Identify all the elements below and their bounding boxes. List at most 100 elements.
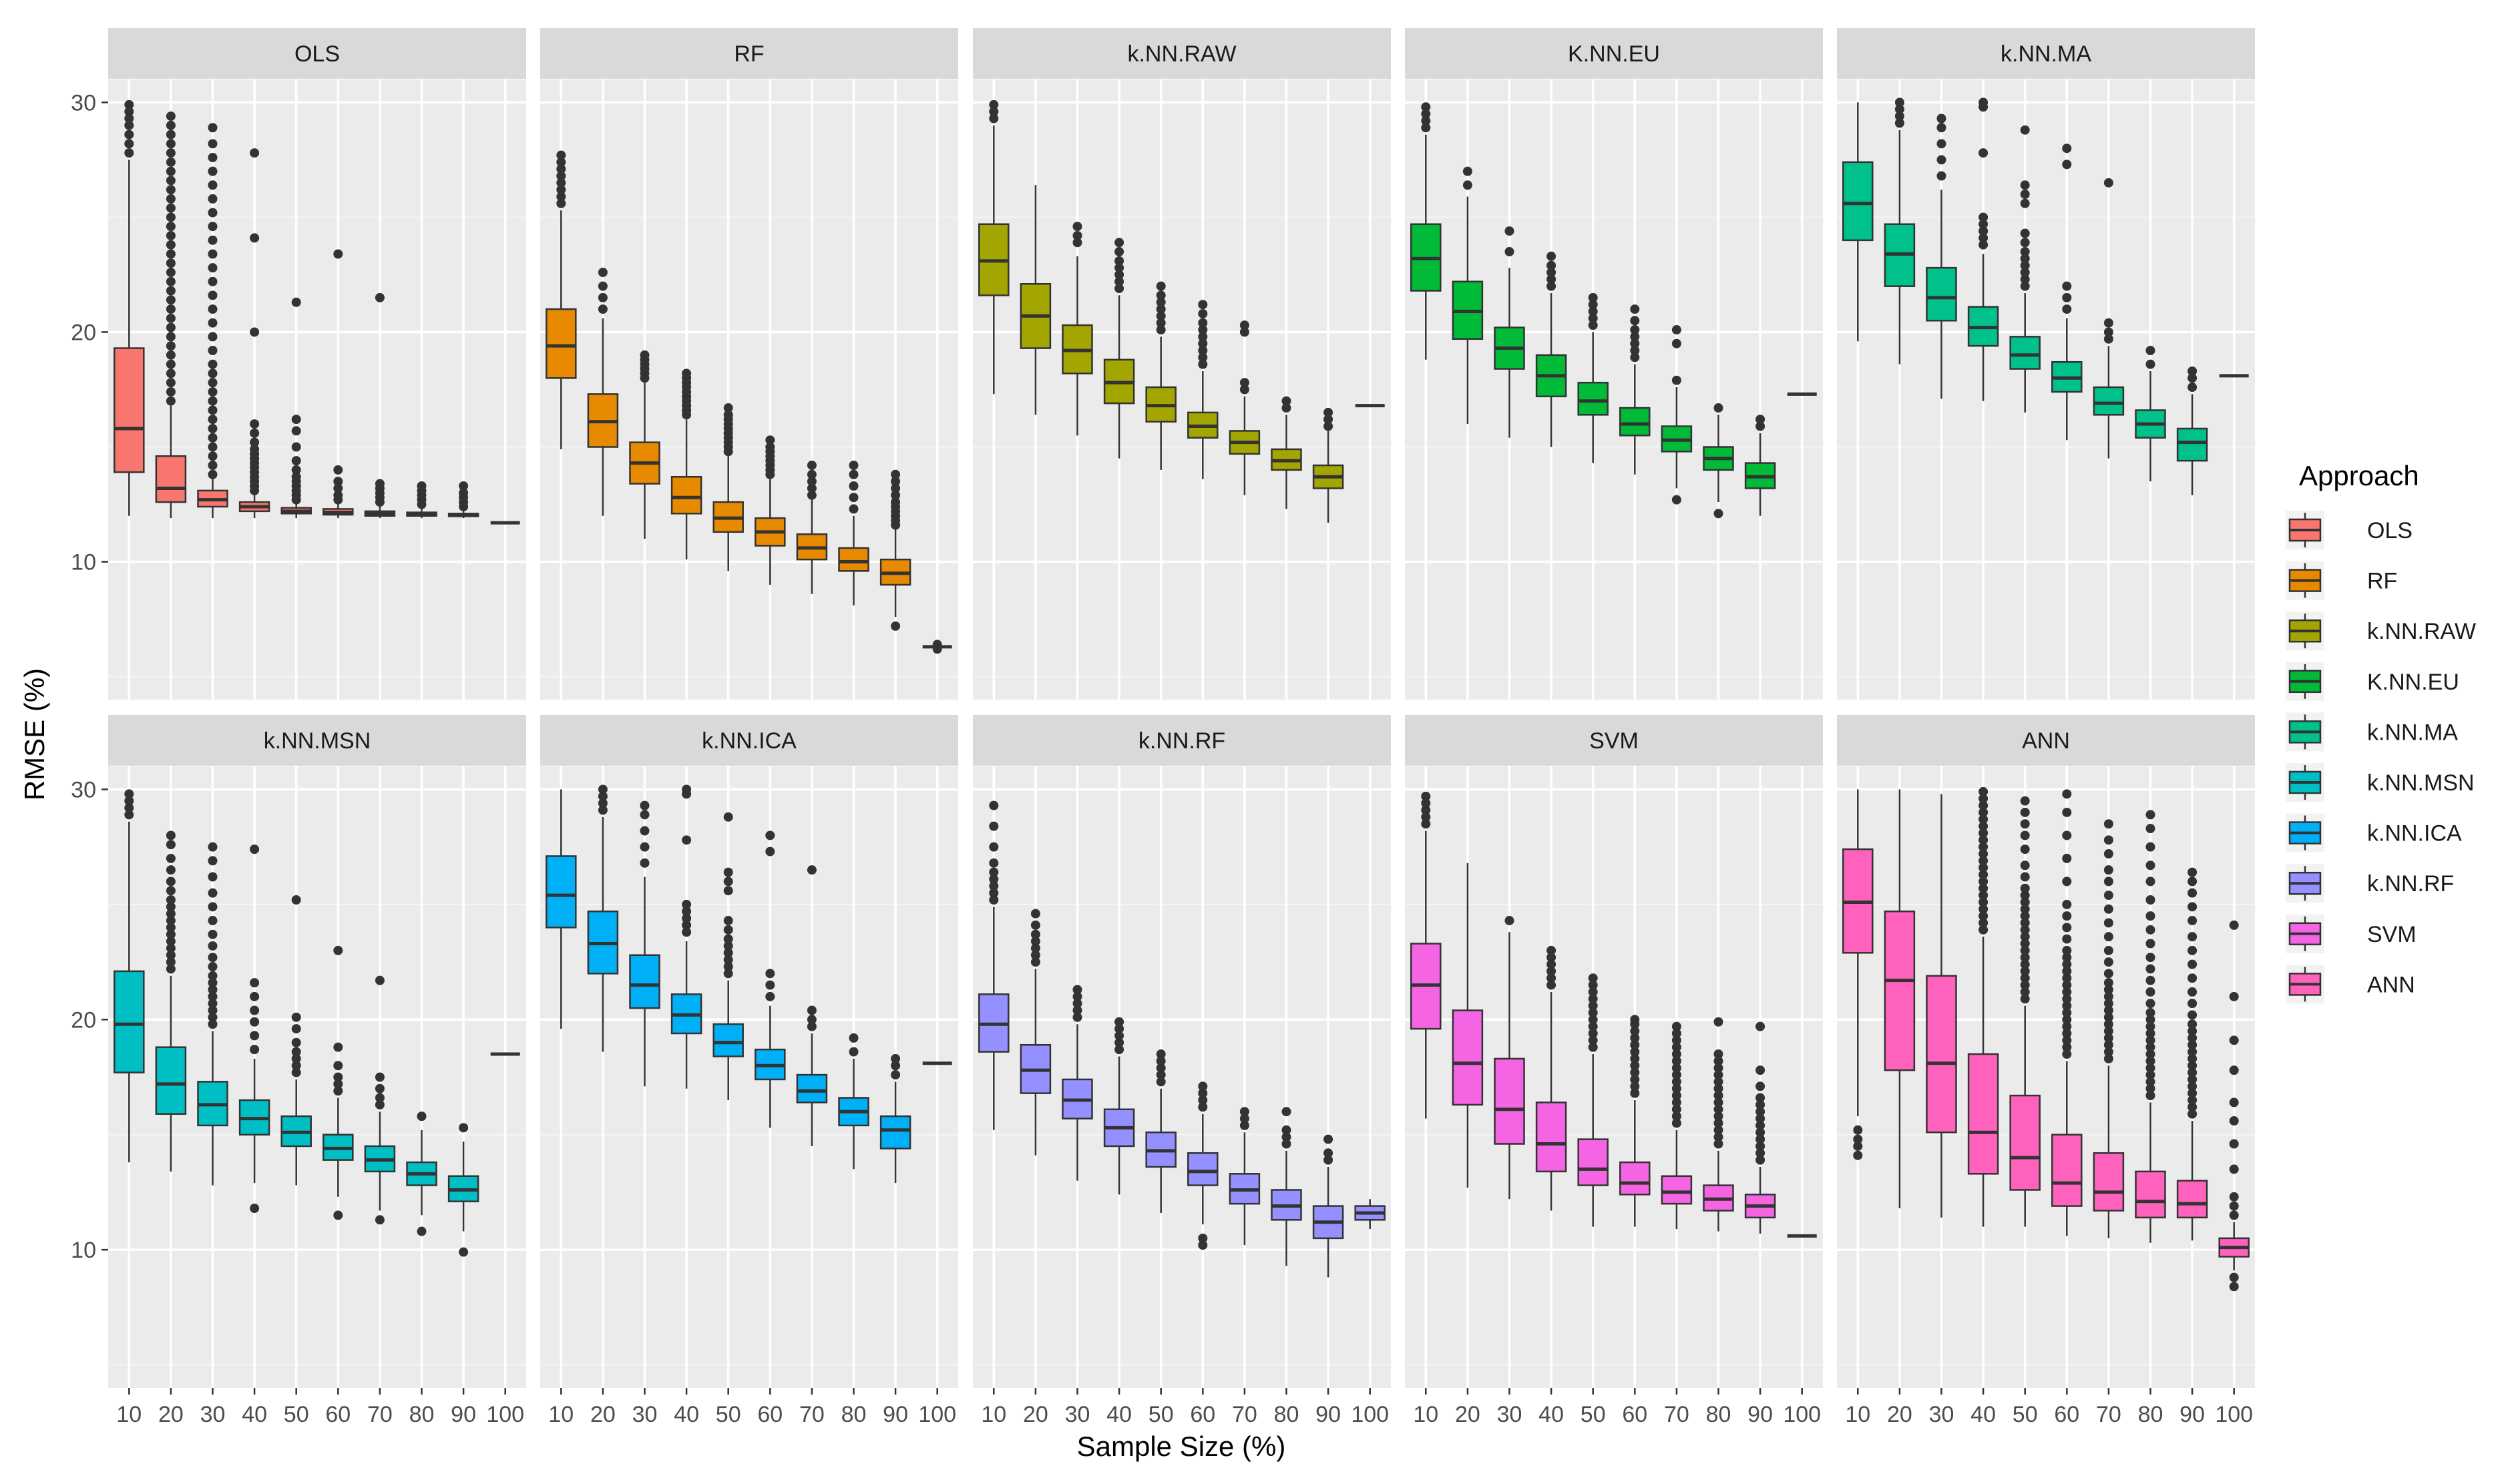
outlier-point (2103, 999, 2113, 1009)
outlier-point (1114, 1045, 1124, 1055)
outlier-point (2187, 1109, 2198, 1119)
outlier-point (2187, 1019, 2198, 1029)
legend-item-OLS: OLS (2286, 511, 2413, 549)
outlier-point (2187, 366, 2198, 376)
panel-background (973, 79, 1391, 700)
outlier-point (2145, 999, 2155, 1009)
box-RF-20 (587, 268, 619, 516)
x-axis-tick-label: 100 (1351, 1402, 1389, 1427)
legend-label: K.NN.EU (2367, 670, 2459, 695)
outlier-point (2187, 945, 2198, 955)
outlier-point (1588, 980, 1598, 990)
outlier-point (1072, 985, 1082, 995)
x-axis-tick-label: 90 (1315, 1402, 1341, 1427)
outlier-point (2187, 1061, 2198, 1071)
outlier-point (166, 212, 176, 222)
outlier-point (208, 961, 218, 971)
outlier-point (166, 853, 176, 863)
outlier-point (1853, 1125, 1863, 1135)
outlier-point (598, 281, 608, 291)
box-k.NN.RF-40 (1103, 1017, 1135, 1195)
outlier-point (2103, 932, 2113, 942)
box-OLS-10 (114, 99, 145, 516)
outlier-point (598, 292, 608, 302)
outlier-point (2103, 918, 2113, 928)
outlier-point (459, 481, 469, 491)
outlier-point (807, 477, 817, 487)
outlier-point (166, 877, 176, 887)
outlier-point (2145, 939, 2155, 949)
outlier-point (2145, 1063, 2155, 1073)
box-iqr (1577, 1138, 1609, 1186)
outlier-point (556, 171, 566, 181)
outlier-point (2062, 945, 2072, 955)
outlier-point (1713, 509, 1723, 519)
outlier-point (1630, 332, 1640, 342)
box-k.NN.RF-60 (1187, 1081, 1219, 1250)
outlier-point (2020, 953, 2030, 963)
outlier-point (2145, 877, 2155, 887)
outlier-point (2020, 125, 2030, 135)
outlier-point (1671, 1111, 1681, 1122)
outlier-point (2020, 844, 2030, 854)
x-axis-tick-label: 90 (2179, 1402, 2205, 1427)
box-k.NN.RF-90 (1312, 1134, 1344, 1278)
outlier-point (2020, 796, 2030, 806)
box-OLS-60 (323, 249, 354, 519)
outlier-point (1713, 1077, 1723, 1087)
x-axis-tick-label: 100 (918, 1402, 956, 1427)
outlier-point (250, 1045, 260, 1055)
outlier-point (765, 830, 775, 840)
outlier-point (1588, 320, 1598, 330)
outlier-point (682, 913, 692, 923)
outlier-point (2020, 860, 2030, 871)
box-iqr (670, 475, 702, 515)
outlier-point (2103, 835, 2113, 845)
outlier-point (2145, 1070, 2155, 1080)
outlier-point (2229, 920, 2239, 930)
outlier-point (1894, 104, 1904, 114)
box-RF-80 (838, 461, 869, 605)
outlier-point (2020, 939, 2030, 949)
outlier-point (1671, 1056, 1681, 1066)
outlier-point (2062, 292, 2072, 302)
outlier-point (1421, 102, 1431, 112)
outlier-point (2062, 1042, 2072, 1052)
outlier-point (2145, 1015, 2155, 1025)
outlier-point (1072, 1012, 1082, 1022)
outlier-point (556, 185, 566, 195)
box-iqr (1577, 381, 1609, 416)
box-K.NN.EU-90 (1744, 415, 1776, 516)
outlier-point (1030, 957, 1040, 967)
x-axis-tick-label: 30 (1929, 1402, 1954, 1427)
outlier-point (891, 483, 901, 493)
legend-item-k.NN.RF: k.NN.RF (2286, 864, 2454, 903)
outlier-point (1671, 1063, 1681, 1073)
outlier-point (166, 964, 176, 974)
facet-strip (1837, 28, 2255, 79)
outlier-point (1588, 1007, 1598, 1017)
outlier-point (208, 888, 218, 898)
x-axis-tick-label: 60 (1622, 1402, 1647, 1427)
x-axis-tick-label: 30 (200, 1402, 226, 1427)
outlier-point (417, 481, 427, 491)
y-axis-tick-label: 10 (71, 550, 96, 575)
outlier-point (1198, 308, 1208, 318)
outlier-point (1156, 304, 1166, 314)
box-iqr (155, 1046, 187, 1115)
outlier-point (1072, 238, 1082, 248)
facet-strip-label: SVM (1589, 728, 1639, 754)
outlier-point (989, 107, 999, 117)
outlier-point (1936, 155, 1946, 165)
x-axis-tick-label: 50 (716, 1402, 741, 1427)
outlier-point (1713, 1091, 1723, 1101)
outlier-point (2062, 923, 2072, 933)
outlier-point (2187, 1033, 2198, 1043)
x-axis-tick-label: 80 (409, 1402, 435, 1427)
box-iqr (2176, 427, 2208, 462)
outlier-point (2062, 789, 2072, 799)
outlier-point (2020, 228, 2030, 238)
outlier-point (208, 916, 218, 926)
outlier-point (2020, 945, 2030, 955)
outlier-point (2229, 1139, 2239, 1149)
